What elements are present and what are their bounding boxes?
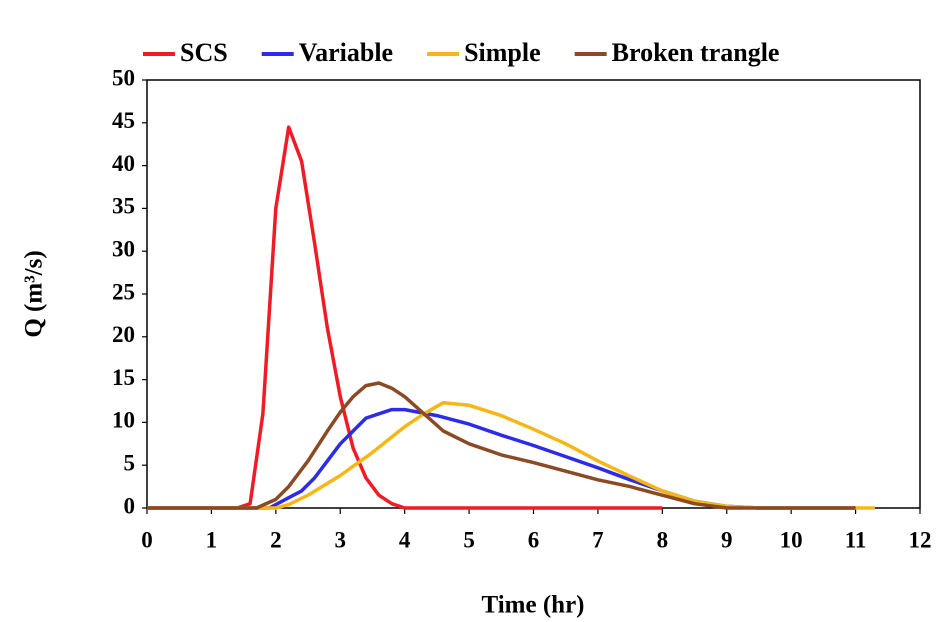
x-axis-title: Time (hr) <box>482 592 585 619</box>
y-tick-label: 40 <box>112 151 135 176</box>
legend-label: Simple <box>464 38 541 67</box>
x-tick-label: 12 <box>909 527 932 552</box>
y-tick-label: 30 <box>112 236 135 261</box>
data-line <box>147 381 856 510</box>
y-tick-label: 15 <box>112 365 135 390</box>
x-tick-label: 1 <box>206 527 218 552</box>
x-tick-label: 2 <box>270 527 282 552</box>
y-axis-title: Q (m³/s) <box>21 250 48 337</box>
x-tick-label: 11 <box>845 527 867 552</box>
y-tick-label: 50 <box>112 65 135 90</box>
y-tick-label: 0 <box>124 493 136 518</box>
y-tick-label: 10 <box>112 408 135 433</box>
x-tick-label: 5 <box>463 527 475 552</box>
legend-label: Variable <box>299 38 393 67</box>
y-tick-label: 45 <box>112 108 135 133</box>
y-tick-label: 35 <box>112 194 135 219</box>
y-tick-label: 20 <box>112 322 135 347</box>
x-tick-label: 10 <box>780 527 803 552</box>
y-tick-label: 25 <box>112 279 135 304</box>
x-tick-label: 9 <box>721 527 733 552</box>
y-tick-label: 5 <box>124 450 136 475</box>
x-tick-label: 6 <box>528 527 540 552</box>
x-tick-label: 3 <box>335 527 347 552</box>
x-tick-label: 4 <box>399 527 411 552</box>
x-tick-label: 8 <box>657 527 669 552</box>
x-tick-label: 0 <box>141 527 153 552</box>
data-line <box>147 400 875 510</box>
x-tick-label: 7 <box>592 527 604 552</box>
data-line <box>147 125 663 510</box>
legend-label: SCS <box>180 38 228 67</box>
legend-label: Broken trangle <box>612 38 780 67</box>
